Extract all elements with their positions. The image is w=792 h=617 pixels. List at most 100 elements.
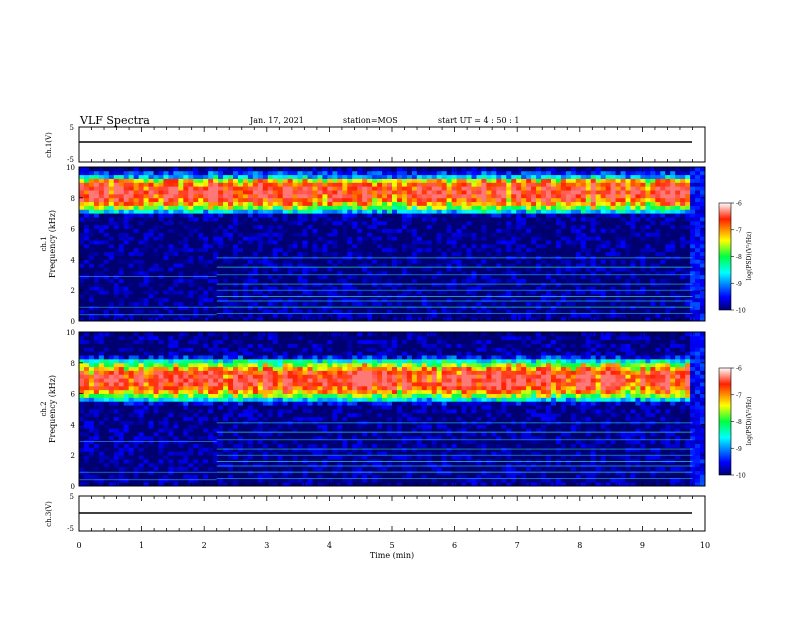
spec-cell-p1-94-1 [546,313,551,317]
spec-cell-p1-25-14 [203,263,208,267]
spec-cell-p1-44-30 [298,202,303,206]
spec-cell-p1-45-32 [303,194,308,198]
spec-cell-p1-119-20 [670,240,675,244]
spec-cell-p1-9-12 [124,271,129,275]
spec-cell-p1-100-31 [576,198,581,202]
spec-cell-p1-121-34 [680,186,685,190]
spec-cell-p1-58-39 [367,167,372,171]
spec-cell-p1-89-11 [521,275,526,279]
spec-cell-p1-47-35 [313,182,318,186]
spec-cell-p1-112-3 [635,306,640,310]
spec-cell-p1-72-19 [437,244,442,248]
spec-cell-p1-63-23 [392,229,397,233]
spec-cell-p1-28-36 [218,179,223,183]
spec-cell-p1-11-17 [134,252,139,256]
spec-cell-p1-15-8 [154,286,159,290]
spec-cell-p1-38-29 [268,206,273,210]
spec-cell-p1-113-7 [640,290,645,294]
spec-cell-p1-20-17 [178,252,183,256]
spec-cell-p1-86-39 [506,167,511,171]
spec-cell-p1-55-20 [352,240,357,244]
spec-cell-p1-70-22 [427,232,432,236]
spec-cell-p1-6-17 [109,252,114,256]
spec-cell-p1-78-34 [467,186,472,190]
spec-cell-p1-57-13 [362,267,367,271]
spec-cell-p1-85-9 [501,283,506,287]
spec-cell-p1-75-32 [452,194,457,198]
spec-cell-p1-106-38 [606,171,611,175]
spec-cell-p1-44-39 [298,167,303,171]
spec-cell-p1-122-17 [685,252,690,256]
spec-cell-p1-30-29 [228,206,233,210]
spec-cell-p1-51-7 [332,290,337,294]
spec-cell-p1-111-22 [630,232,635,236]
spec-cell-p1-61-20 [382,240,387,244]
spec-cell-p1-53-22 [342,232,347,236]
spec-cell-p1-59-29 [372,206,377,210]
spec-cell-p1-116-24 [655,225,660,229]
spec-cell-p1-94-3 [546,306,551,310]
spec-cell-p1-2-19 [89,244,94,248]
spec-cell-p1-106-33 [606,190,611,194]
spec-cell-p1-30-4 [228,302,233,306]
spec-cell-p1-58-23 [367,229,372,233]
spec-cell-p1-61-39 [382,167,387,171]
spec-cell-p1-91-33 [531,190,536,194]
spec-cell-p1-39-30 [273,202,278,206]
spec-cell-p1-115-26 [650,217,655,221]
spec-cell-p1-116-15 [655,259,660,263]
spec-cell-p1-85-33 [501,190,506,194]
spec-cell-p1-110-32 [626,194,631,198]
spec-cell-p1-112-33 [635,190,640,194]
spec-cell-p1-88-19 [516,244,521,248]
spec-cell-p1-100-7 [576,290,581,294]
spec-cell-p1-102-21 [586,236,591,240]
spec-cell-p1-0-10 [79,279,84,283]
spec-cell-p1-27-34 [213,186,218,190]
spec-cell-p1-47-7 [313,290,318,294]
spec-cell-p1-46-34 [308,186,313,190]
spec-cell-p1-90-34 [526,186,531,190]
spec-cell-p1-60-13 [377,267,382,271]
spec-cell-p1-39-36 [273,179,278,183]
spec-cell-p1-9-28 [124,209,129,213]
spec-cell-p1-66-36 [407,179,412,183]
spec-cell-p1-101-35 [581,182,586,186]
spec-cell-p1-92-3 [536,306,541,310]
spec-cell-p1-17-28 [163,209,168,213]
spec-cell-p1-22-38 [188,171,193,175]
spec-cell-p1-26-27 [208,213,213,217]
spec-cell-p1-35-35 [253,182,258,186]
spec-cell-p1-76-7 [457,290,462,294]
spec-cell-p1-25-7 [203,290,208,294]
spec-cell-p1-82-7 [486,290,491,294]
spec-cell-p1-90-26 [526,217,531,221]
spec-cell-p1-83-5 [491,298,496,302]
spec-cell-p1-97-31 [561,198,566,202]
spec-cell-p1-97-22 [561,232,566,236]
spec-cell-p1-116-35 [655,182,660,186]
spec-cell-p1-3-30 [94,202,99,206]
spec-cell-p1-88-29 [516,206,521,210]
spec-cell-p1-55-19 [352,244,357,248]
spec-cell-p1-35-9 [253,283,258,287]
spec-cell-p1-77-10 [462,279,467,283]
spec-cell-p1-74-21 [447,236,452,240]
spec-cell-p1-118-7 [665,290,670,294]
spec-cell-p1-120-11 [675,275,680,279]
spec-cell-p1-57-33 [362,190,367,194]
spec-cell-p1-114-4 [645,302,650,306]
spec-cell-p1-81-26 [481,217,486,221]
spec-cell-p1-103-18 [591,248,596,252]
spec-cell-p1-105-10 [601,279,606,283]
spec-cell-p1-0-7 [79,290,84,294]
spec-cell-p1-47-25 [313,221,318,225]
spec-cell-p1-39-27 [273,213,278,217]
spec-cell-p1-82-15 [486,259,491,263]
spec-cell-p1-75-23 [452,229,457,233]
spec-cell-p1-82-39 [486,167,491,171]
spec-cell-p1-121-17 [680,252,685,256]
spec-cell-p1-115-38 [650,171,655,175]
spec-cell-p1-74-15 [447,259,452,263]
spec-cell-p1-24-10 [198,279,203,283]
